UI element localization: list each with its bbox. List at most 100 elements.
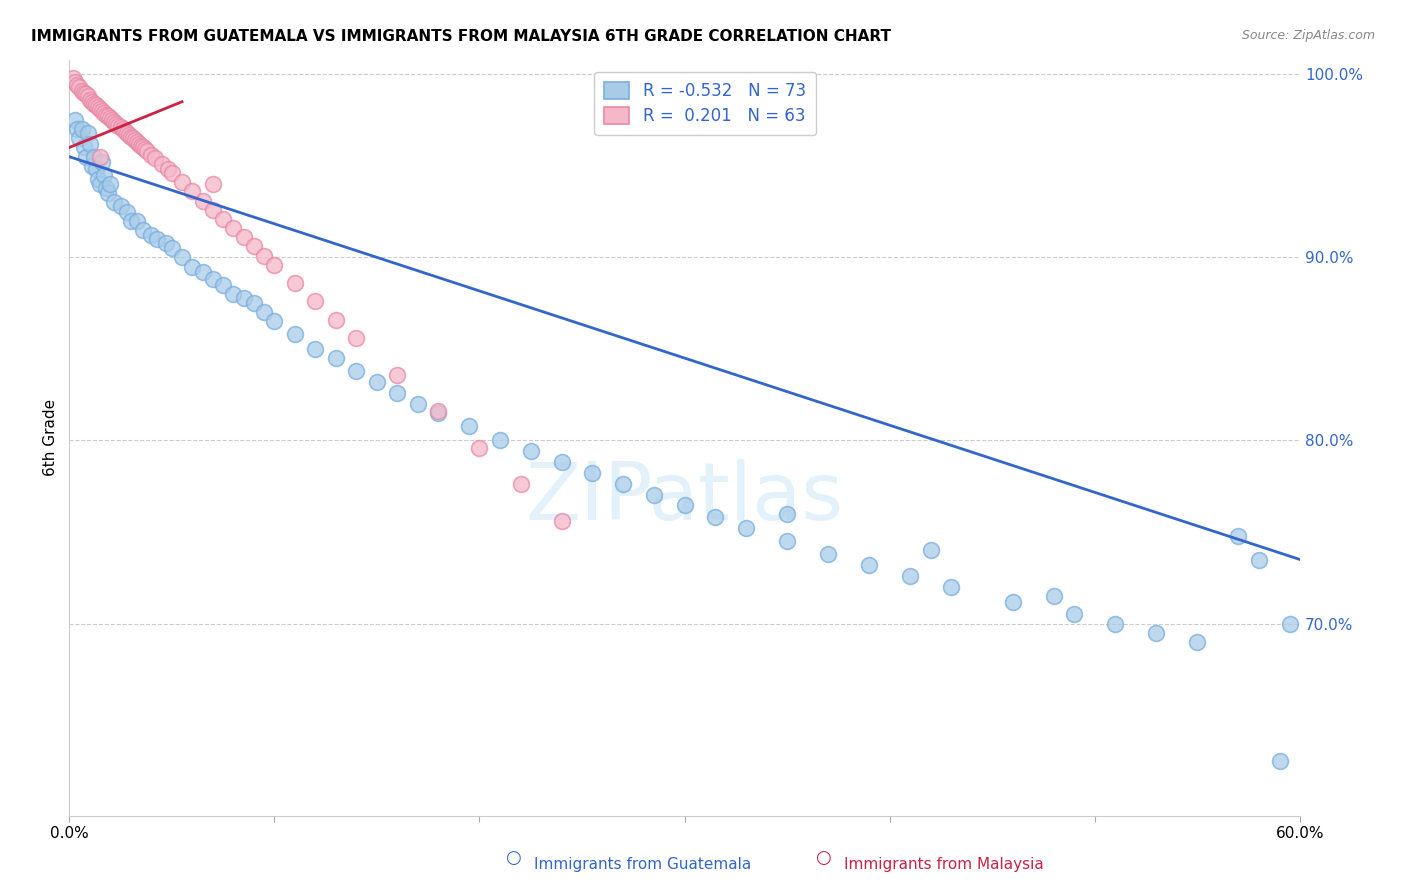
Point (84, 162, 107, 177)
Point (103, 115, 125, 129)
Point (120, 213, 142, 227)
Point (704, 510, 727, 524)
Point (325, 351, 347, 365)
Point (96, 181, 118, 195)
Point (97, 109, 120, 123)
Point (115, 126, 138, 140)
Point (66, 122, 89, 136)
Point (66, 78, 89, 93)
Point (325, 312, 347, 326)
Point (93, 168, 115, 182)
Point (62, 70, 84, 85)
Point (87, 171, 110, 186)
Point (141, 228, 163, 243)
Point (110, 120, 132, 135)
Point (75, 150, 97, 164)
Point (76, 126, 98, 140)
Point (70, 84, 93, 98)
Point (79, 93, 101, 107)
Point (110, 199, 132, 213)
Point (817, 547, 839, 561)
Text: ZIPatlas: ZIPatlas (526, 459, 844, 537)
Point (263, 258, 285, 272)
Point (129, 138, 152, 153)
Point (125, 135, 148, 149)
Point (128, 136, 150, 151)
Y-axis label: 6th Grade: 6th Grade (44, 400, 58, 476)
Point (118, 128, 141, 142)
Text: Immigrants from Malaysia: Immigrants from Malaysia (844, 857, 1043, 872)
Point (150, 157, 173, 171)
Point (550, 455, 572, 469)
Point (89, 177, 111, 191)
Point (65, 74, 87, 88)
Point (89, 102, 111, 116)
Point (191, 194, 214, 208)
Point (89, 150, 111, 164)
Point (136, 144, 159, 158)
Point (120, 129, 142, 144)
Point (111, 122, 134, 136)
Point (253, 248, 276, 262)
Point (304, 342, 326, 356)
Point (80, 95, 103, 109)
Point (72, 140, 94, 154)
Point (97, 186, 120, 201)
Legend: R = -0.532   N = 73, R =  0.201   N = 63: R = -0.532 N = 73, R = 0.201 N = 63 (595, 71, 815, 135)
Point (489, 434, 512, 448)
Point (101, 113, 124, 128)
Point (124, 133, 146, 147)
Point (509, 477, 531, 491)
Point (344, 331, 367, 345)
Point (160, 241, 183, 255)
Point (160, 166, 183, 180)
Text: Source: ZipAtlas.com: Source: ZipAtlas.com (1241, 29, 1375, 42)
Point (898, 569, 921, 583)
Point (83, 150, 105, 164)
Text: IMMIGRANTS FROM GUATEMALA VS IMMIGRANTS FROM MALAYSIA 6TH GRADE CORRELATION CHAR: IMMIGRANTS FROM GUATEMALA VS IMMIGRANTS … (31, 29, 891, 44)
Point (156, 162, 179, 177)
Point (427, 404, 450, 418)
Point (550, 514, 572, 528)
Point (134, 142, 156, 156)
Point (103, 195, 125, 210)
Point (75, 87, 97, 102)
Point (1104, 616, 1126, 631)
Point (284, 276, 307, 290)
Point (1187, 635, 1209, 649)
Point (222, 221, 245, 235)
Point (344, 364, 367, 378)
Point (304, 294, 326, 309)
Point (201, 177, 224, 191)
Point (201, 202, 224, 217)
Text: ○: ○ (505, 849, 522, 867)
Point (132, 140, 155, 154)
Point (1001, 594, 1024, 608)
Point (673, 498, 696, 512)
Point (87, 100, 110, 114)
Point (1268, 754, 1291, 768)
Text: Immigrants from Guatemala: Immigrants from Guatemala (534, 857, 752, 872)
Point (253, 305, 276, 319)
Point (65, 113, 87, 128)
Point (79, 136, 101, 151)
Point (105, 117, 128, 131)
Point (468, 441, 491, 455)
Point (1247, 552, 1270, 566)
Point (643, 488, 665, 502)
Point (191, 265, 214, 279)
Point (91, 103, 114, 118)
Point (920, 543, 942, 558)
Point (141, 148, 163, 162)
Point (776, 534, 799, 549)
Point (581, 467, 603, 481)
Point (458, 418, 481, 433)
Point (941, 580, 963, 594)
Point (145, 152, 167, 166)
Point (121, 131, 143, 145)
Point (232, 230, 254, 244)
Point (387, 385, 409, 400)
Point (222, 287, 245, 301)
Point (72, 86, 94, 100)
Point (69, 80, 91, 95)
